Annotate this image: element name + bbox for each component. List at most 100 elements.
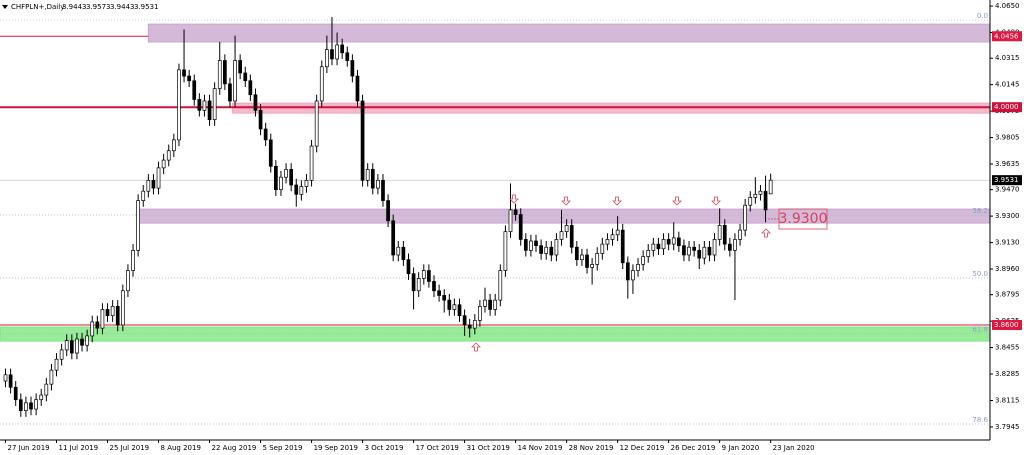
candle-body bbox=[641, 256, 645, 265]
candle-body bbox=[564, 225, 569, 233]
candle-body bbox=[529, 240, 533, 251]
candle-body bbox=[743, 204, 748, 231]
header: CHFPLN+,Daily 3.9443 3.9573 3.9443 3.953… bbox=[2, 3, 159, 11]
candle-body bbox=[274, 165, 278, 191]
candle-body bbox=[600, 243, 605, 254]
candle-body bbox=[309, 145, 314, 181]
header-open: 3.9443 bbox=[62, 3, 87, 11]
price-tag bbox=[992, 175, 1022, 186]
zone bbox=[147, 23, 991, 43]
candle-body bbox=[238, 60, 243, 74]
candle-body bbox=[697, 249, 702, 259]
candle-body bbox=[763, 190, 768, 211]
candle-body bbox=[161, 159, 166, 169]
candle-body bbox=[396, 246, 401, 256]
candle-body bbox=[559, 231, 564, 240]
candle-body bbox=[49, 369, 54, 385]
candle-body bbox=[126, 270, 130, 292]
candle-body bbox=[467, 324, 472, 329]
axis-mask bbox=[990, 0, 1024, 455]
y-tick-label: 3.8455 bbox=[995, 344, 1020, 352]
candle-body bbox=[319, 66, 324, 102]
candle-body bbox=[177, 69, 181, 141]
x-tick-label: 14 Nov 2019 bbox=[518, 444, 563, 452]
down-arrow bbox=[672, 196, 682, 206]
x-tick-label: 23 Jan 2020 bbox=[773, 444, 815, 452]
candle-body bbox=[59, 349, 64, 360]
candle-body bbox=[325, 49, 329, 68]
candle-body bbox=[284, 169, 288, 178]
x-tick-label: 11 Jul 2019 bbox=[59, 444, 99, 452]
candle-body bbox=[682, 245, 686, 256]
candle-body bbox=[151, 179, 156, 189]
candle-body bbox=[105, 309, 110, 317]
candle-body bbox=[182, 69, 186, 77]
candle-body bbox=[692, 246, 696, 251]
candle-body bbox=[549, 246, 554, 256]
candle-body bbox=[263, 128, 268, 141]
candle-body bbox=[197, 99, 202, 111]
candle-body bbox=[508, 209, 513, 233]
candle-body bbox=[717, 225, 722, 240]
candle-body bbox=[432, 281, 436, 292]
candle-body bbox=[39, 394, 44, 401]
x-tick-label: 8 Aug 2019 bbox=[161, 444, 201, 452]
price-tag bbox=[992, 102, 1022, 113]
candle-body bbox=[156, 167, 161, 189]
candle-body bbox=[442, 295, 447, 301]
candle-body bbox=[345, 52, 350, 61]
candle-body bbox=[228, 83, 232, 102]
candle-body bbox=[69, 340, 74, 354]
candle-body bbox=[615, 229, 620, 236]
candle-body bbox=[539, 245, 543, 254]
candle-body bbox=[3, 374, 8, 382]
candle-body bbox=[437, 290, 441, 296]
y-tick-label: 3.9300 bbox=[995, 212, 1020, 220]
up-arrow bbox=[471, 342, 481, 352]
candle-body bbox=[258, 109, 263, 130]
candle-body bbox=[416, 277, 421, 292]
x-tick-label: 27 Jun 2019 bbox=[8, 444, 50, 452]
header-arrow bbox=[2, 5, 8, 9]
fib-label: 50.0 bbox=[972, 270, 988, 278]
price-tag bbox=[992, 31, 1022, 42]
candle-body bbox=[217, 60, 222, 89]
candle-body bbox=[544, 246, 549, 254]
candle-body bbox=[115, 306, 120, 326]
candle-body bbox=[34, 399, 38, 410]
candle-body bbox=[518, 214, 523, 240]
candle-body bbox=[406, 259, 411, 275]
candle-body bbox=[95, 321, 100, 329]
candle-body bbox=[18, 399, 23, 411]
x-tick-label: 19 Sep 2019 bbox=[314, 444, 358, 452]
y-tick-label: 3.9130 bbox=[995, 239, 1020, 247]
y-tick-label: 3.7945 bbox=[995, 423, 1020, 431]
candle-body bbox=[355, 75, 360, 102]
candle-body bbox=[223, 60, 227, 85]
candle-body bbox=[401, 246, 406, 261]
price-tag-label: 4.0000 bbox=[994, 103, 1019, 111]
header-high: 3.9573 bbox=[86, 3, 111, 11]
candle-body bbox=[304, 179, 309, 187]
y-tick-label: 3.9470 bbox=[995, 186, 1020, 194]
candle-body bbox=[253, 94, 258, 111]
candle-body bbox=[671, 237, 676, 245]
candle-body bbox=[29, 402, 33, 410]
candle-body bbox=[574, 246, 579, 261]
axis-mask bbox=[0, 440, 990, 455]
candle-body bbox=[233, 60, 237, 102]
candle-body bbox=[590, 263, 594, 268]
candle-body bbox=[299, 186, 304, 195]
x-tick-label: 5 Sep 2019 bbox=[263, 444, 303, 452]
candle-body bbox=[646, 249, 651, 257]
candle-body bbox=[712, 239, 717, 256]
candle-body bbox=[631, 270, 635, 281]
candle-body bbox=[483, 299, 487, 307]
annotation-box bbox=[778, 208, 828, 230]
candle-body bbox=[421, 270, 426, 279]
x-tick-label: 22 Aug 2019 bbox=[212, 444, 257, 452]
symbol: CHFPLN+,Daily bbox=[11, 3, 64, 11]
candle-body bbox=[85, 335, 89, 346]
x-tick-label: 28 Nov 2019 bbox=[569, 444, 614, 452]
